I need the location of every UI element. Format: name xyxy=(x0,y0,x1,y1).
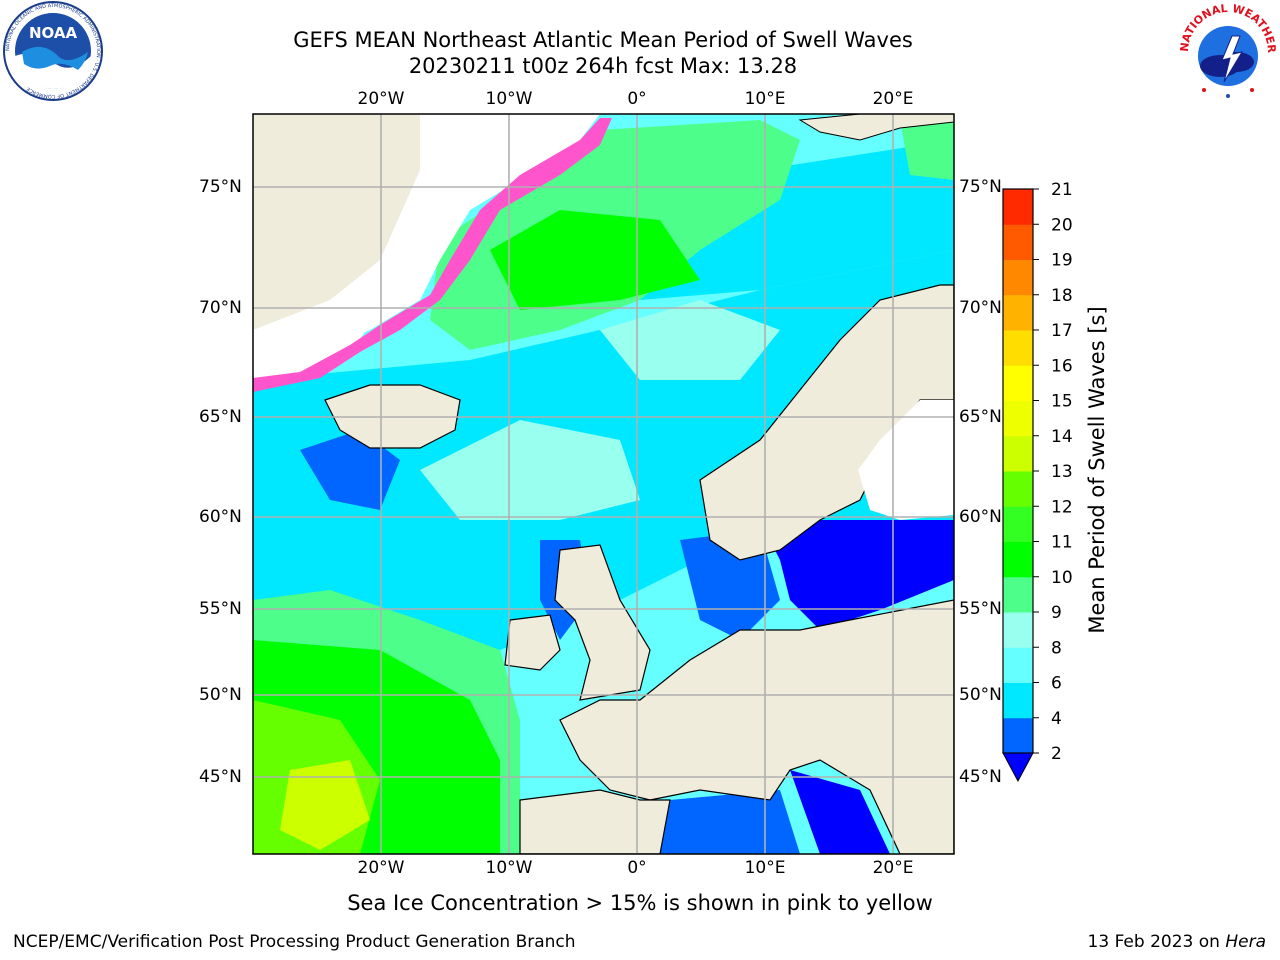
lon-label-top: 10°E xyxy=(744,89,786,109)
colorbar-segment xyxy=(1003,294,1033,331)
colorbar-tick-label: 10 xyxy=(1051,568,1073,588)
colorbar-tick-label: 12 xyxy=(1051,497,1073,517)
colorbar-segment xyxy=(1003,576,1033,613)
lat-label-left: 55°N xyxy=(199,599,242,619)
lon-label-top: 0° xyxy=(627,89,647,109)
title: GEFS MEAN Northeast Atlantic Mean Period… xyxy=(293,28,913,52)
lat-label-left: 50°N xyxy=(199,685,242,705)
colorbar-segment xyxy=(1003,612,1033,648)
lat-label-right: 70°N xyxy=(959,298,1002,318)
lat-label-left: 45°N xyxy=(199,767,242,787)
ocean-blue-mediterranean xyxy=(660,790,800,854)
colorbar-segment xyxy=(1003,506,1033,542)
colorbar-tick-label: 16 xyxy=(1051,356,1073,376)
colorbar-segment xyxy=(1003,330,1033,366)
lon-label-bottom: 0° xyxy=(627,858,647,878)
map-area xyxy=(253,114,954,854)
greenland-coast-ice xyxy=(253,325,370,385)
land-ireland xyxy=(504,614,561,671)
colorbar-tick-label: 13 xyxy=(1051,462,1073,482)
ocean-yellowgreen-south xyxy=(280,760,370,850)
credit-left: NCEP/EMC/Verification Post Processing Pr… xyxy=(13,932,576,952)
colorbar-segment xyxy=(1003,471,1033,507)
colorbar-extend-arrow xyxy=(1002,752,1034,783)
nws-logo: NATIONAL WEATHER SERVICE xyxy=(1176,0,1278,102)
map-frame xyxy=(252,113,955,855)
lat-label-left: 60°N xyxy=(199,507,242,527)
colorbar-segment xyxy=(1003,717,1033,754)
land-svalbard xyxy=(798,114,954,141)
colorbar-segment xyxy=(1003,189,1033,225)
colorbar-segment xyxy=(1003,365,1033,401)
ocean-blue-baltic xyxy=(760,520,954,630)
lon-label-bottom: 10°W xyxy=(485,858,533,878)
colorbar-tick-label: 19 xyxy=(1051,251,1073,271)
colorbar-tick-label: 15 xyxy=(1051,392,1073,412)
credit-right: 13 Feb 2023 on Hera xyxy=(1088,932,1266,952)
credit-date: 13 Feb 2023 on xyxy=(1087,932,1220,952)
colorbar-tick-label: 11 xyxy=(1051,533,1073,553)
lat-label-right: 45°N xyxy=(959,767,1002,787)
land-greenland xyxy=(253,114,420,330)
lon-label-top: 20°W xyxy=(357,89,405,109)
lon-label-top: 10°W xyxy=(485,89,533,109)
colorbar-segment xyxy=(1003,682,1033,719)
lon-label-bottom: 20°E xyxy=(872,858,914,878)
colorbar-segment xyxy=(1003,400,1033,437)
ocean-green-barents xyxy=(900,115,954,180)
lat-label-right: 50°N xyxy=(959,685,1002,705)
lon-label-top: 20°E xyxy=(872,89,914,109)
colorbar-tick-label: 21 xyxy=(1051,180,1073,200)
colorbar-tick-label: 14 xyxy=(1051,427,1073,447)
noaa-logo: NOAA NATIONAL OCEANIC AND ATMOSPHERIC AD… xyxy=(3,1,103,101)
graticule xyxy=(253,114,954,854)
subtitle: 20230211 t00z 264h fcst Max: 13.28 xyxy=(408,54,798,78)
land-continental-europe xyxy=(559,599,954,854)
colorbar-tick-label: 9 xyxy=(1051,603,1062,623)
colorbar-tick-label: 17 xyxy=(1051,321,1073,341)
colorbar-segment xyxy=(1003,647,1033,683)
noaa-logo-text: NOAA xyxy=(29,24,78,42)
ocean-green-north-core xyxy=(490,210,700,310)
colorbar: 2 4 6 8 9 10 11 12 13 14 15 16 17 18 19 20 21 xyxy=(1002,180,1073,783)
colorbar-label: Mean Period of Swell Waves [s] xyxy=(1085,306,1109,634)
lat-label-right: 60°N xyxy=(959,507,1002,527)
land-iberia xyxy=(519,789,671,854)
colorbar-tick-label: 8 xyxy=(1051,638,1062,658)
colorbar-segment xyxy=(1003,541,1033,578)
lat-label-right: 75°N xyxy=(959,177,1002,197)
gulf-of-bothnia-ice xyxy=(858,400,954,520)
colorbar-tick-label: 20 xyxy=(1051,215,1073,235)
lat-label-right: 55°N xyxy=(959,599,1002,619)
sea-ice-note: Sea Ice Concentration > 15% is shown in … xyxy=(347,891,933,915)
colorbar-tick-label: 2 xyxy=(1051,744,1062,764)
lat-label-left: 65°N xyxy=(199,407,242,427)
credit-machine: Hera xyxy=(1225,932,1266,952)
colorbar-segment xyxy=(1003,224,1033,260)
colorbar-segment xyxy=(1003,435,1033,472)
lon-label-bottom: 10°E xyxy=(744,858,786,878)
lat-label-left: 75°N xyxy=(199,177,242,197)
colorbar-tick-label: 4 xyxy=(1051,709,1062,729)
ocean-band-cyan-north xyxy=(600,140,954,300)
lat-label-right: 65°N xyxy=(959,407,1002,427)
colorbar-tick-label: 18 xyxy=(1051,286,1073,306)
ocean-blue-iceland xyxy=(300,430,400,510)
ocean-patch-aqua xyxy=(420,420,640,520)
lon-label-bottom: 20°W xyxy=(357,858,405,878)
colorbar-segment xyxy=(1003,259,1033,296)
ocean-patch-aqua-2 xyxy=(600,300,780,380)
lat-label-left: 70°N xyxy=(199,298,242,318)
ocean-blue-north-sea xyxy=(680,530,780,640)
ocean-blue-adriatic xyxy=(790,770,890,854)
colorbar-tick-label: 6 xyxy=(1051,674,1062,694)
